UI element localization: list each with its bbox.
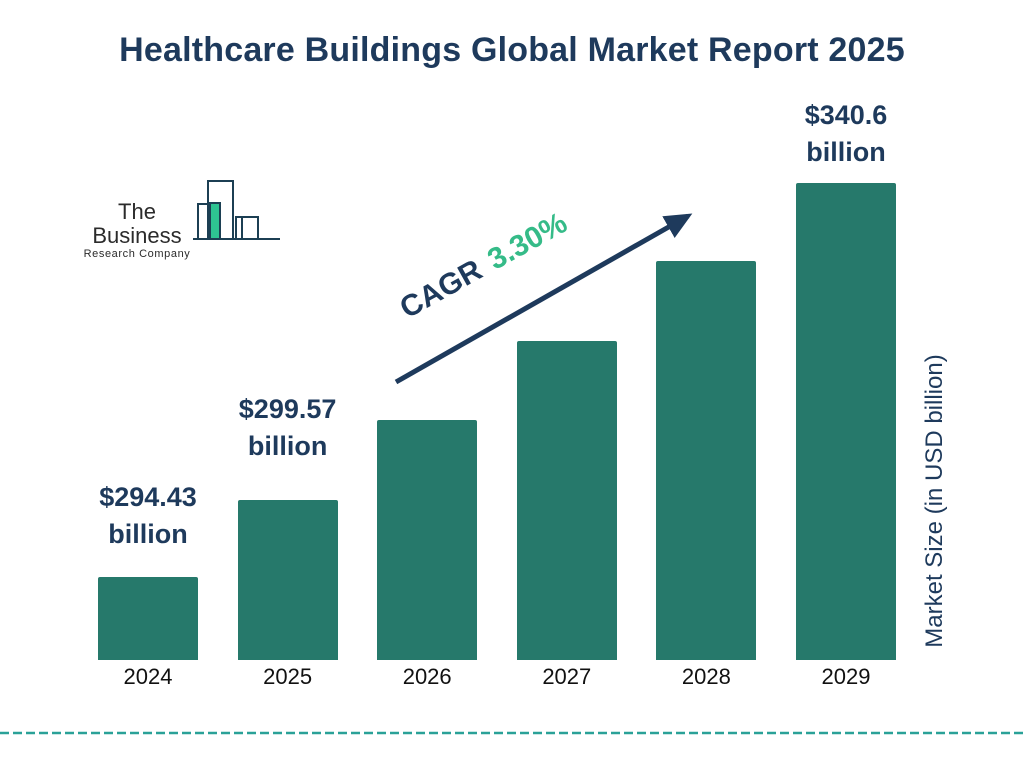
page-title: Healthcare Buildings Global Market Repor…	[119, 31, 905, 69]
bar-2027	[516, 341, 617, 660]
value-label-2025: $299.57 billion	[208, 391, 368, 465]
bar-2024	[98, 577, 198, 660]
logo-wordmark: The Business Research Company	[75, 199, 199, 261]
value-line2: billion	[108, 519, 188, 549]
cagr-label: CAGR3.30%	[395, 206, 574, 326]
value-line1: $294.43	[99, 482, 197, 512]
x-tick-label-2029: 2029	[821, 664, 871, 689]
x-tick-label-2028: 2028	[681, 664, 731, 689]
value-line2: billion	[247, 431, 328, 461]
x-tick-label-2024: 2024	[123, 664, 173, 689]
logo-skyline-icon	[193, 180, 280, 240]
bar-2026	[377, 420, 478, 660]
y-axis-title: Market Size (in USD billion)	[921, 354, 948, 648]
bar-2028	[656, 261, 757, 660]
x-tick-label-2027: 2027	[542, 664, 592, 689]
logo-text-line2: Research Company	[83, 248, 191, 260]
value-line2: billion	[806, 137, 886, 167]
bar-2025	[237, 500, 338, 660]
value-line1: $340.6	[804, 100, 888, 130]
cagr-prefix: CAGR	[394, 253, 488, 326]
brand-logo: The Business Research Company	[75, 178, 290, 260]
value-line1: $299.57	[238, 394, 337, 424]
logo-text-line1: The Business	[92, 199, 182, 248]
cagr-value: 3.30%	[482, 206, 573, 277]
value-label-2024: $294.43 billion	[68, 479, 228, 553]
x-tick-label-2025: 2025	[263, 664, 313, 689]
value-label-2029: $340.6 billion	[766, 97, 926, 171]
x-tick-label-2026: 2026	[402, 664, 452, 689]
bar-2029	[796, 183, 896, 660]
